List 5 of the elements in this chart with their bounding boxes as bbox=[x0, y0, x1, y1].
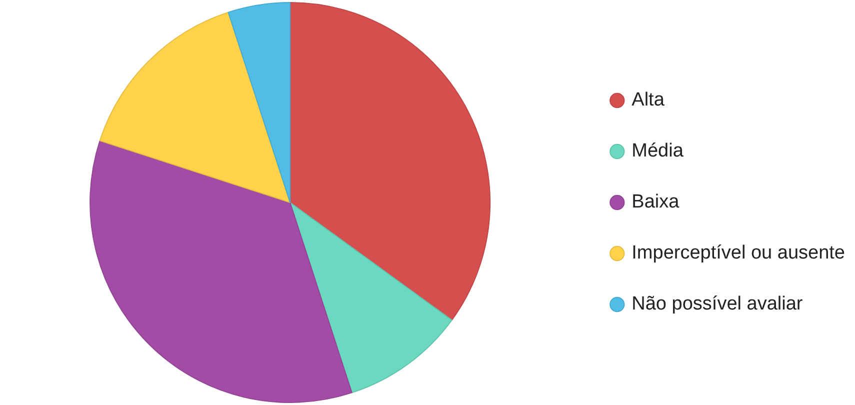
legend-label: Média bbox=[632, 140, 684, 162]
legend-label: Baixa bbox=[632, 192, 680, 213]
legend-label: Imperceptível ou ausente bbox=[632, 242, 846, 264]
legend-label: Alta bbox=[632, 90, 665, 111]
legend-label: Não possível avaliar bbox=[632, 294, 804, 315]
